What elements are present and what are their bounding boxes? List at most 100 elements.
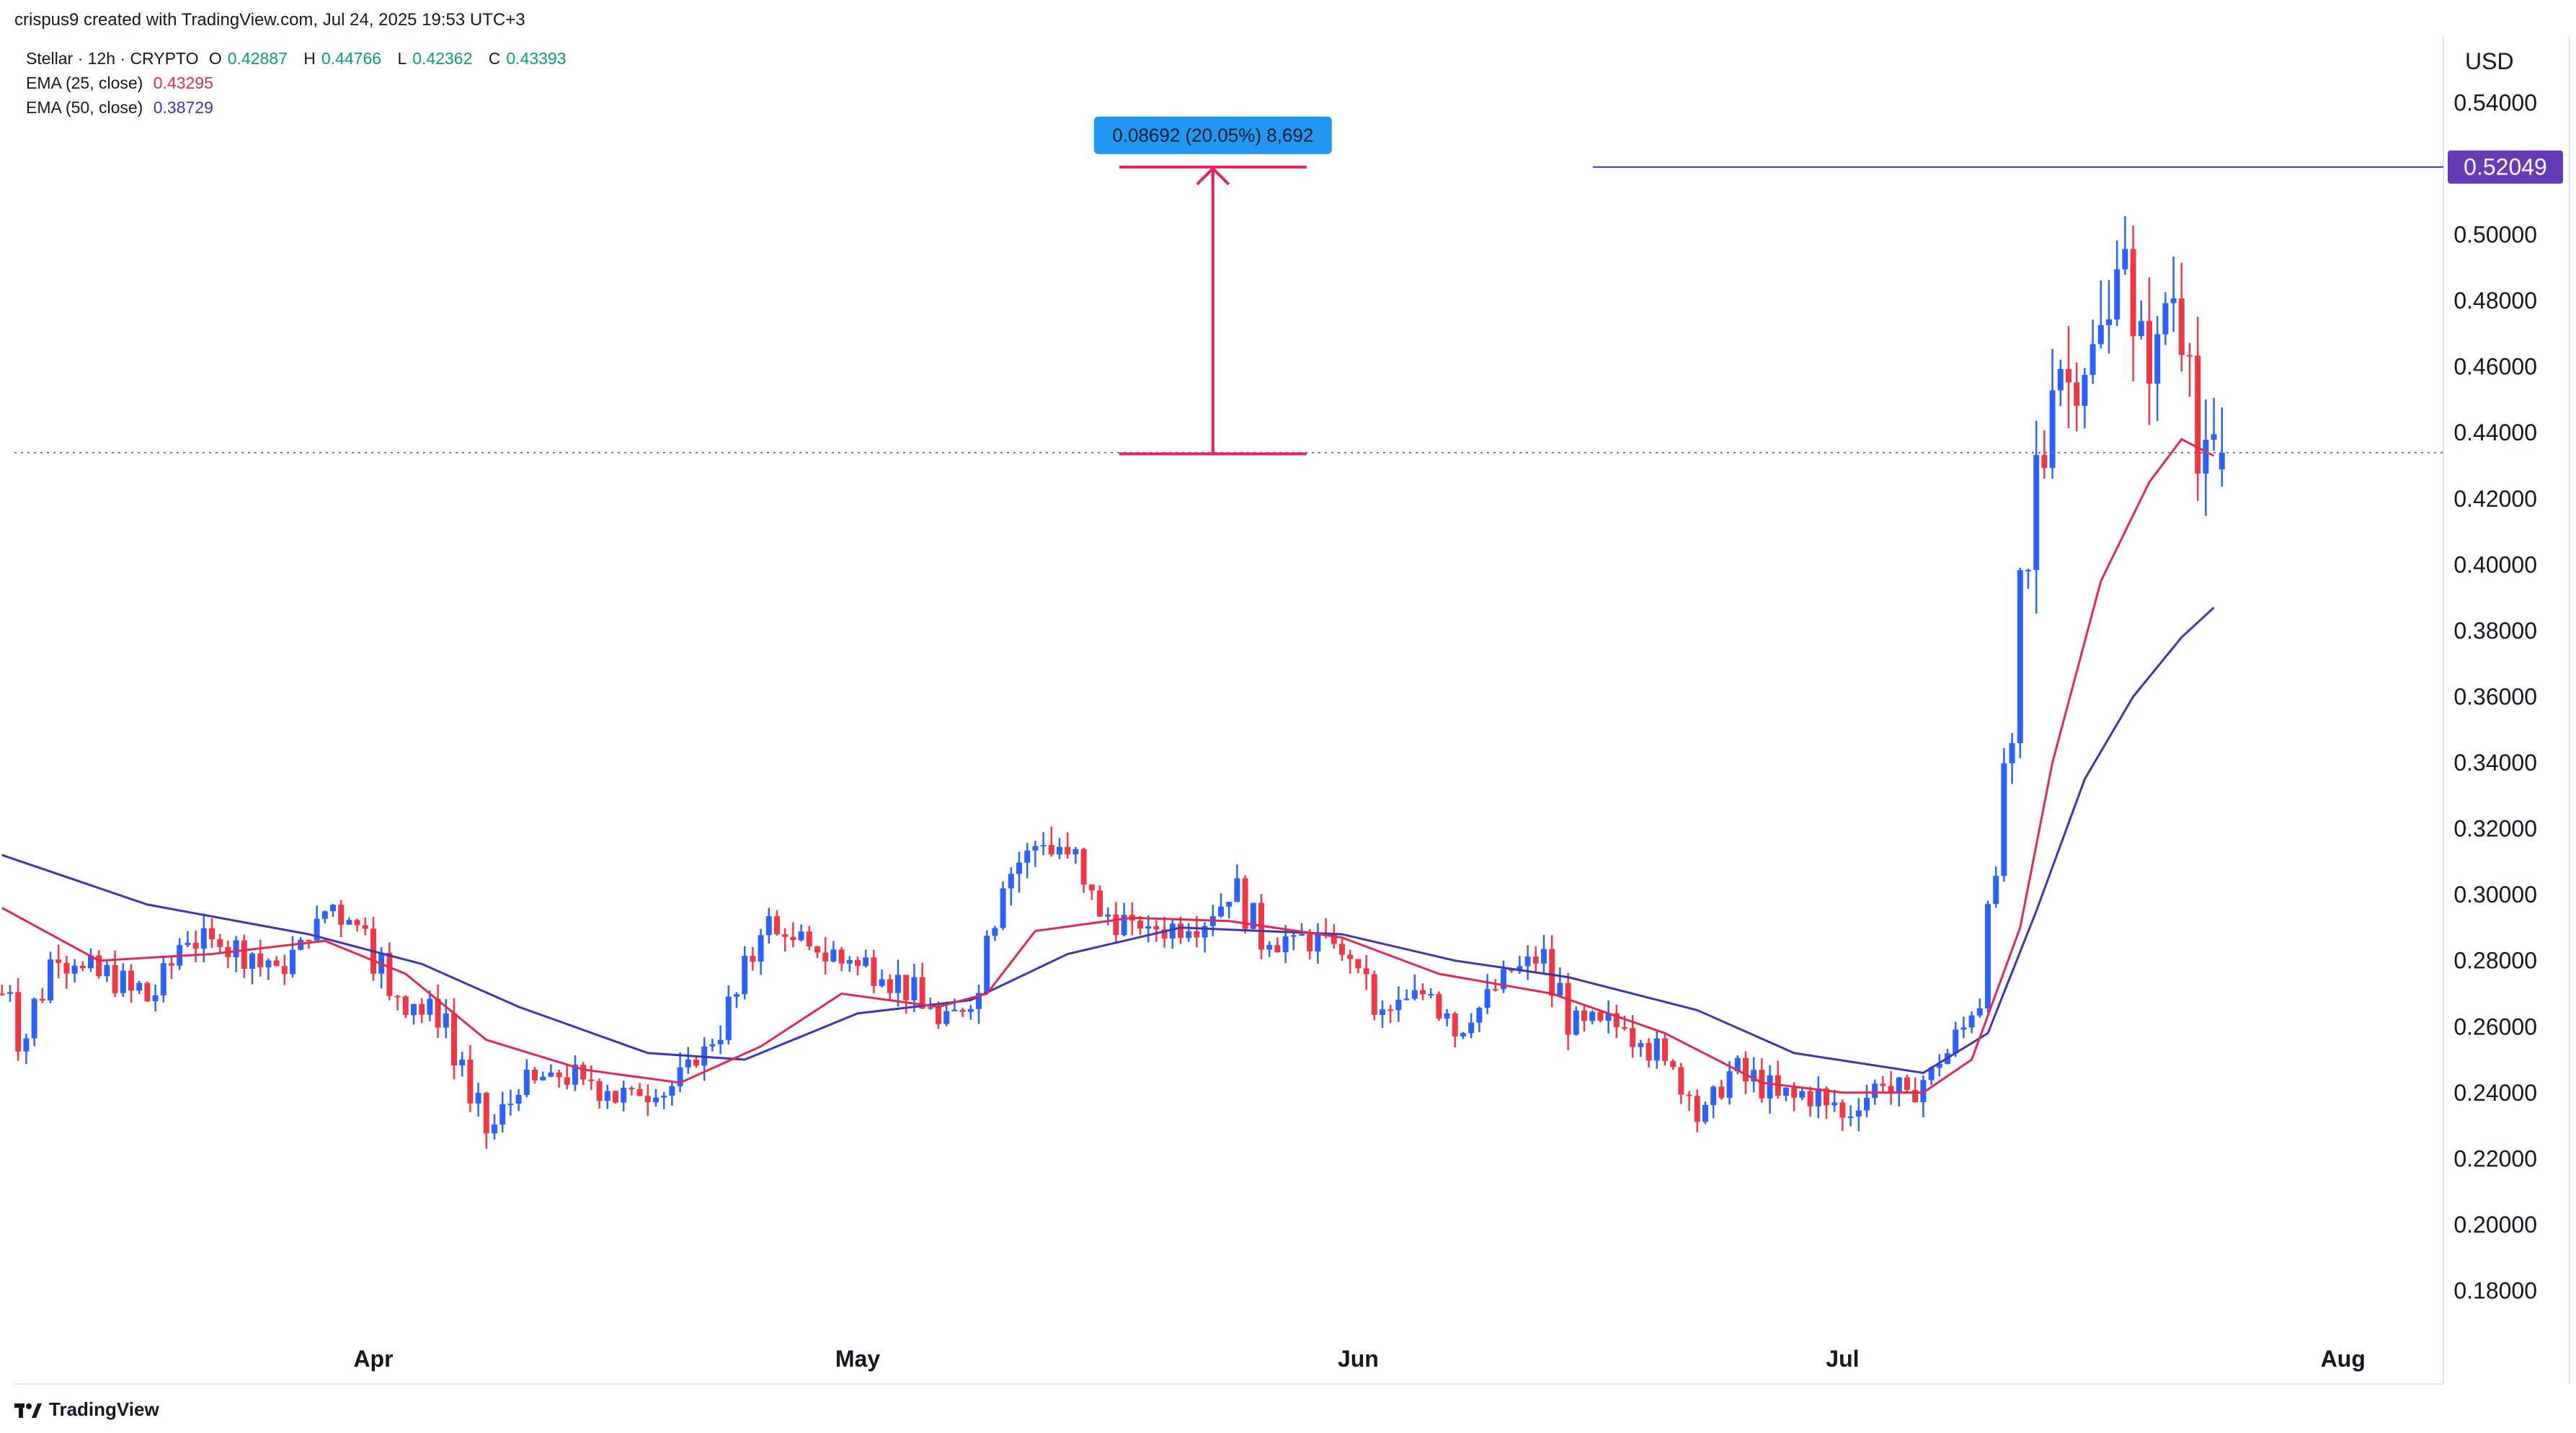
candle (1968, 1011, 1975, 1034)
candle (499, 1091, 506, 1133)
candle (1395, 986, 1402, 1022)
candle (2017, 567, 2023, 758)
candle (540, 1071, 546, 1081)
candle (2203, 399, 2209, 516)
candle (265, 958, 272, 980)
candle (959, 1008, 966, 1017)
candle (1218, 893, 1224, 918)
candle (435, 984, 441, 1039)
price-tag-box (2448, 150, 2563, 184)
candle (1839, 1099, 1846, 1132)
candle (2219, 407, 2225, 487)
candle (1436, 991, 1442, 1021)
candle (1831, 1089, 1838, 1112)
candle (871, 949, 877, 993)
candle (636, 1083, 643, 1097)
candle (2211, 397, 2217, 451)
candle (1638, 1039, 1644, 1057)
candle (1912, 1077, 1919, 1103)
candle (750, 946, 756, 971)
symbol-legend: Stellar · 12h · CRYPTO O 0.42887 H 0.44766… (26, 49, 578, 68)
candle (863, 949, 869, 967)
candle (330, 903, 336, 918)
candle (144, 981, 151, 1003)
candle (2001, 747, 2007, 882)
ema50-label: EMA (50, close) (26, 98, 143, 117)
candle (1299, 923, 1305, 936)
candle (192, 931, 199, 962)
candle (7, 985, 13, 1002)
ema50-legend[interactable]: EMA (50, close) 0.38729 (26, 98, 219, 117)
candle (596, 1078, 603, 1109)
candle (1985, 900, 1991, 1013)
candle (411, 1003, 417, 1025)
price-range-measure[interactable]: 0.08692 (20.05%) 8,692 (1093, 116, 1332, 456)
candle (362, 918, 368, 936)
candle (887, 974, 893, 1001)
tradingview-brand[interactable]: TradingView (14, 1398, 159, 1421)
time-tick: May (835, 1346, 880, 1372)
candle (951, 998, 958, 1012)
candle (1242, 875, 1248, 934)
price-tick: 0.22000 (2453, 1145, 2537, 1171)
candle (1807, 1086, 1813, 1117)
currency-label[interactable]: USD (2465, 48, 2514, 74)
candle (79, 961, 86, 971)
candle (879, 969, 885, 988)
candle (306, 939, 312, 949)
candle (814, 945, 820, 959)
candle (1234, 864, 1240, 902)
candle (2041, 430, 2048, 479)
time-tick: Aug (2321, 1346, 2366, 1372)
candle (621, 1081, 627, 1112)
price-tick: 0.28000 (2453, 948, 2537, 974)
candle (233, 936, 239, 972)
price-tick: 0.44000 (2453, 420, 2537, 445)
candle (855, 957, 861, 975)
price-tick: 0.24000 (2453, 1080, 2537, 1106)
candle (895, 959, 901, 1007)
candle (1476, 1006, 1483, 1032)
candle (1702, 1101, 1708, 1124)
price-tag[interactable]: 0.52049 (2448, 150, 2563, 184)
candle (992, 926, 998, 941)
candle (2114, 240, 2120, 327)
ohlc-close: C 0.43393 (488, 49, 567, 68)
candle (2162, 292, 2169, 345)
candle (1815, 1076, 1821, 1119)
chart-credit: crispus9 created with TradingView.com, J… (14, 10, 525, 30)
candle (492, 1114, 497, 1140)
candle (2025, 568, 2031, 589)
candle (1290, 930, 1297, 951)
candle (830, 941, 837, 963)
ema25-value: 0.43295 (153, 74, 213, 92)
candle (1936, 1054, 1942, 1077)
candle (1484, 974, 1491, 1014)
ema50-value: 0.38729 (153, 98, 213, 117)
candle (1492, 979, 1498, 992)
candle (1048, 826, 1054, 857)
candle (967, 1005, 974, 1020)
ema25-legend[interactable]: EMA (25, close) 0.43295 (26, 74, 219, 93)
price-tick: 0.38000 (2453, 618, 2537, 644)
candle (523, 1059, 530, 1098)
price-tick: 0.54000 (2453, 89, 2537, 115)
time-tick: Jul (1826, 1346, 1859, 1372)
candle (386, 942, 393, 1001)
price-tick: 0.50000 (2453, 222, 2537, 248)
candle (0, 985, 5, 996)
candle (515, 1088, 522, 1112)
symbol-title[interactable]: Stellar · 12h · CRYPTO (26, 49, 199, 68)
candle (677, 1052, 683, 1093)
candle (742, 946, 748, 1000)
candle (758, 928, 764, 975)
candle (2057, 359, 2064, 407)
candle (1226, 901, 1233, 919)
candle (23, 1034, 30, 1064)
candle (669, 1082, 675, 1106)
candle (1024, 843, 1031, 879)
candle (338, 900, 345, 938)
candle (1371, 970, 1377, 1021)
time-tick: Apr (353, 1346, 393, 1372)
